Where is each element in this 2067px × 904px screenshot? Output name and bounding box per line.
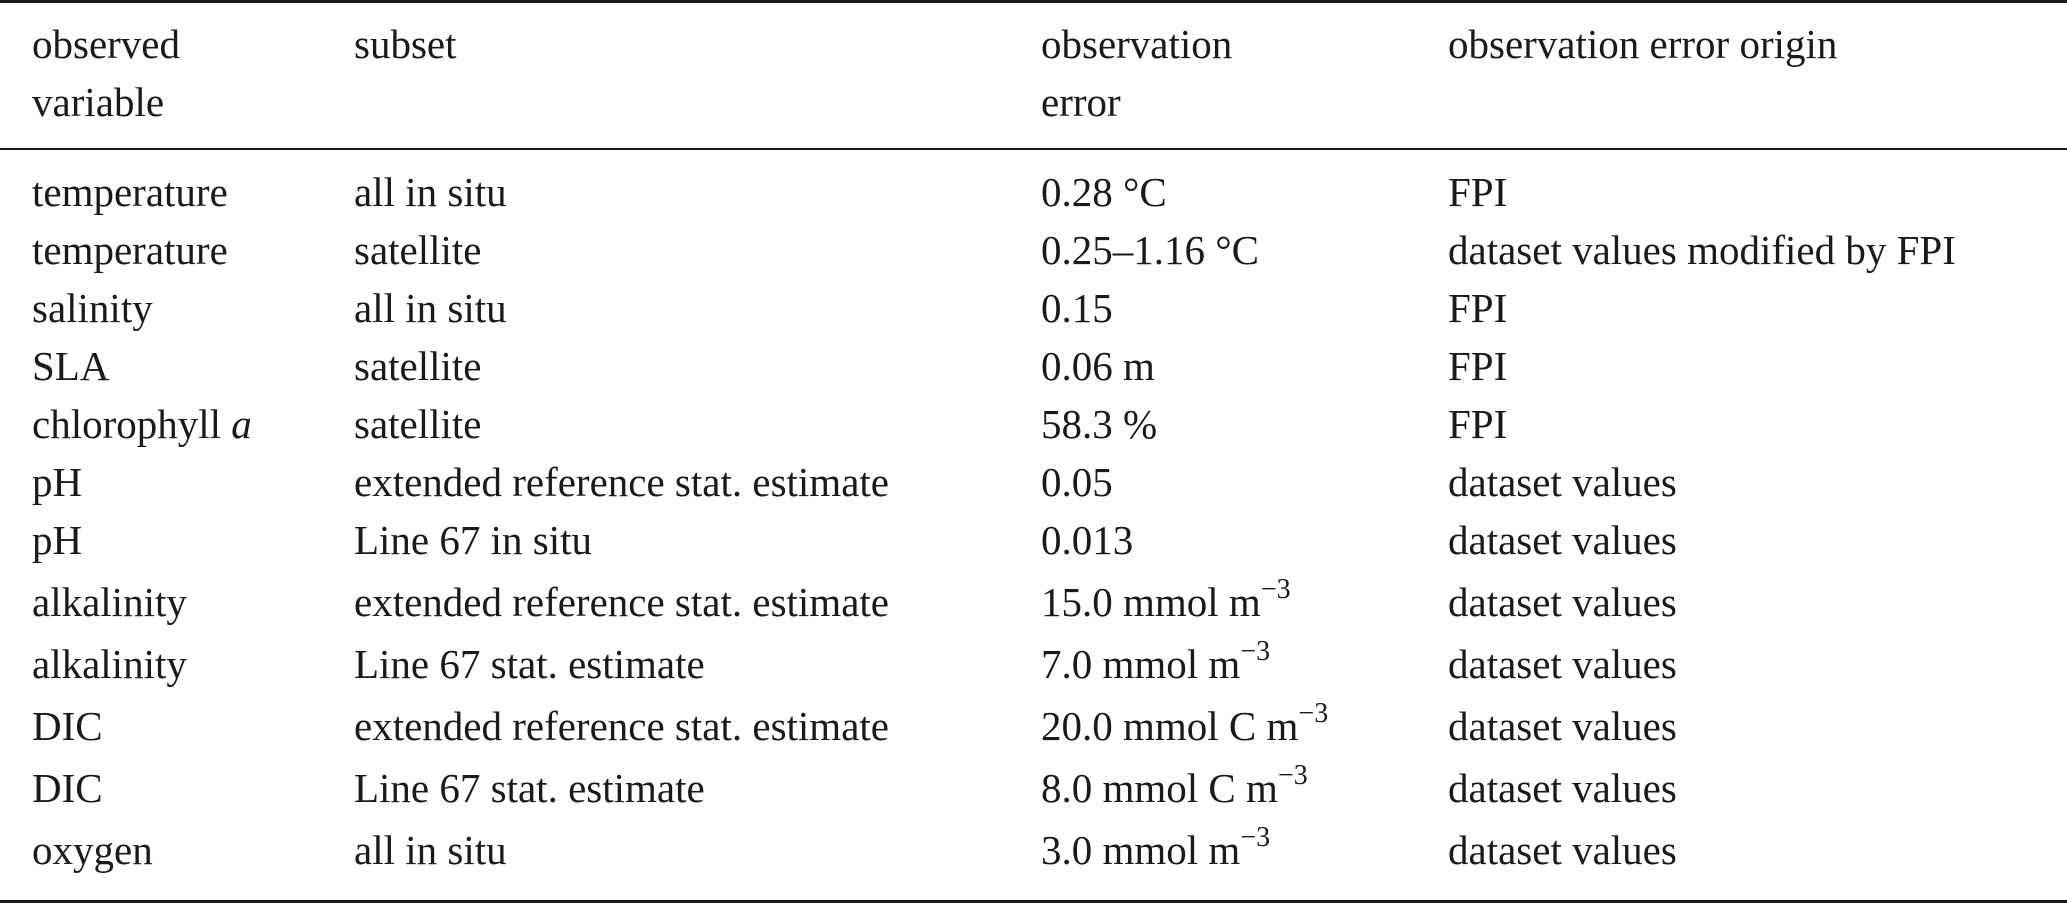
cell-variable: alkalinity: [32, 573, 187, 631]
cell-variable: pH: [32, 453, 82, 511]
error-value: 0.28 °C: [1041, 169, 1167, 215]
variable-text: DIC: [32, 765, 103, 811]
cell-subset: satellite: [354, 227, 482, 273]
top-rule: [0, 0, 2067, 3]
error-value: 7.0 mmol m: [1041, 641, 1241, 687]
header-error-origin: observation error origin: [1448, 15, 1837, 73]
error-value: 0.06 m: [1041, 343, 1155, 389]
error-unit-exponent: −3: [1260, 574, 1291, 605]
cell-subset: satellite: [354, 401, 482, 447]
cell-observation-error: 7.0 mmol m−3: [1041, 635, 1270, 693]
cell-error-origin: dataset values: [1448, 703, 1677, 749]
cell-subset: extended reference stat. estimate: [354, 459, 889, 505]
cell-subset: Line 67 stat. estimate: [354, 765, 705, 811]
error-unit-exponent: −3: [1240, 636, 1271, 667]
cell-observation-error: 58.3 %: [1041, 395, 1157, 453]
header-observation-error: observation error: [1041, 15, 1232, 131]
header-observed-variable: observed variable: [32, 15, 180, 131]
cell-subset: satellite: [354, 343, 482, 389]
bottom-rule: [0, 900, 2067, 903]
header-subset: subset: [354, 15, 457, 73]
cell-subset: all in situ: [354, 285, 507, 331]
variable-text: DIC: [32, 703, 103, 749]
variable-text: pH: [32, 459, 83, 505]
cell-error-origin: dataset values: [1448, 641, 1677, 687]
cell-subset: extended reference stat. estimate: [354, 703, 889, 749]
cell-observation-error: 0.15: [1041, 279, 1113, 337]
cell-error-origin: dataset values: [1448, 579, 1677, 625]
error-unit-exponent: −3: [1240, 822, 1271, 853]
variable-text: alkalinity: [32, 641, 187, 687]
cell-variable: chlorophyll a: [32, 395, 252, 453]
cell-observation-error: 0.013: [1041, 511, 1133, 569]
variable-text: temperature: [32, 169, 228, 215]
cell-observation-error: 15.0 mmol m−3: [1041, 573, 1291, 631]
cell-error-origin: FPI: [1448, 169, 1508, 215]
error-value: 0.15: [1041, 285, 1113, 331]
cell-error-origin: dataset values modified by FPI: [1448, 227, 1956, 273]
cell-error-origin: FPI: [1448, 401, 1508, 447]
variable-text: pH: [32, 517, 83, 563]
header-text: observation: [1041, 21, 1233, 67]
cell-observation-error: 0.06 m: [1041, 337, 1155, 395]
cell-error-origin: FPI: [1448, 285, 1508, 331]
error-value: 58.3 %: [1041, 401, 1158, 447]
cell-error-origin: dataset values: [1448, 459, 1677, 505]
header-text: subset: [354, 21, 457, 67]
cell-observation-error: 0.05: [1041, 453, 1113, 511]
cell-variable: alkalinity: [32, 635, 187, 693]
error-value: 0.013: [1041, 517, 1134, 563]
header-rule: [0, 148, 2067, 150]
cell-variable: oxygen: [32, 821, 153, 879]
cell-error-origin: FPI: [1448, 343, 1508, 389]
cell-variable: DIC: [32, 759, 103, 817]
error-value: 0.05: [1041, 459, 1113, 505]
variable-italic-suffix: a: [231, 401, 252, 447]
cell-subset: Line 67 stat. estimate: [354, 641, 705, 687]
variable-text: chlorophyll: [32, 401, 232, 447]
cell-observation-error: 8.0 mmol C m−3: [1041, 759, 1308, 817]
cell-error-origin: dataset values: [1448, 765, 1677, 811]
error-unit-exponent: −3: [1277, 760, 1308, 791]
cell-variable: temperature: [32, 163, 228, 221]
error-value: 8.0 mmol C m: [1041, 765, 1278, 811]
cell-subset: all in situ: [354, 827, 507, 873]
variable-text: alkalinity: [32, 579, 187, 625]
cell-observation-error: 3.0 mmol m−3: [1041, 821, 1270, 879]
error-value: 3.0 mmol m: [1041, 827, 1241, 873]
header-text: error: [1041, 79, 1121, 125]
variable-text: temperature: [32, 227, 228, 273]
variable-text: SLA: [32, 343, 110, 389]
cell-error-origin: dataset values: [1448, 827, 1677, 873]
cell-observation-error: 20.0 mmol C m−3: [1041, 697, 1328, 755]
cell-variable: salinity: [32, 279, 153, 337]
header-text: observation error origin: [1448, 21, 1838, 67]
cell-variable: temperature: [32, 221, 228, 279]
error-value: 20.0 mmol C m: [1041, 703, 1299, 749]
variable-text: oxygen: [32, 827, 153, 873]
error-value: 15.0 mmol m: [1041, 579, 1261, 625]
cell-error-origin: dataset values: [1448, 517, 1677, 563]
cell-observation-error: 0.28 °C: [1041, 163, 1167, 221]
cell-variable: DIC: [32, 697, 103, 755]
header-text: variable: [32, 79, 165, 125]
cell-subset: extended reference stat. estimate: [354, 579, 889, 625]
cell-subset: all in situ: [354, 169, 507, 215]
cell-variable: SLA: [32, 337, 109, 395]
error-unit-exponent: −3: [1298, 698, 1329, 729]
error-value: 0.25–1.16 °C: [1041, 227, 1259, 273]
header-text: observed: [32, 21, 181, 67]
cell-variable: pH: [32, 511, 82, 569]
cell-subset: Line 67 in situ: [354, 517, 593, 563]
cell-observation-error: 0.25–1.16 °C: [1041, 221, 1259, 279]
variable-text: salinity: [32, 285, 153, 331]
